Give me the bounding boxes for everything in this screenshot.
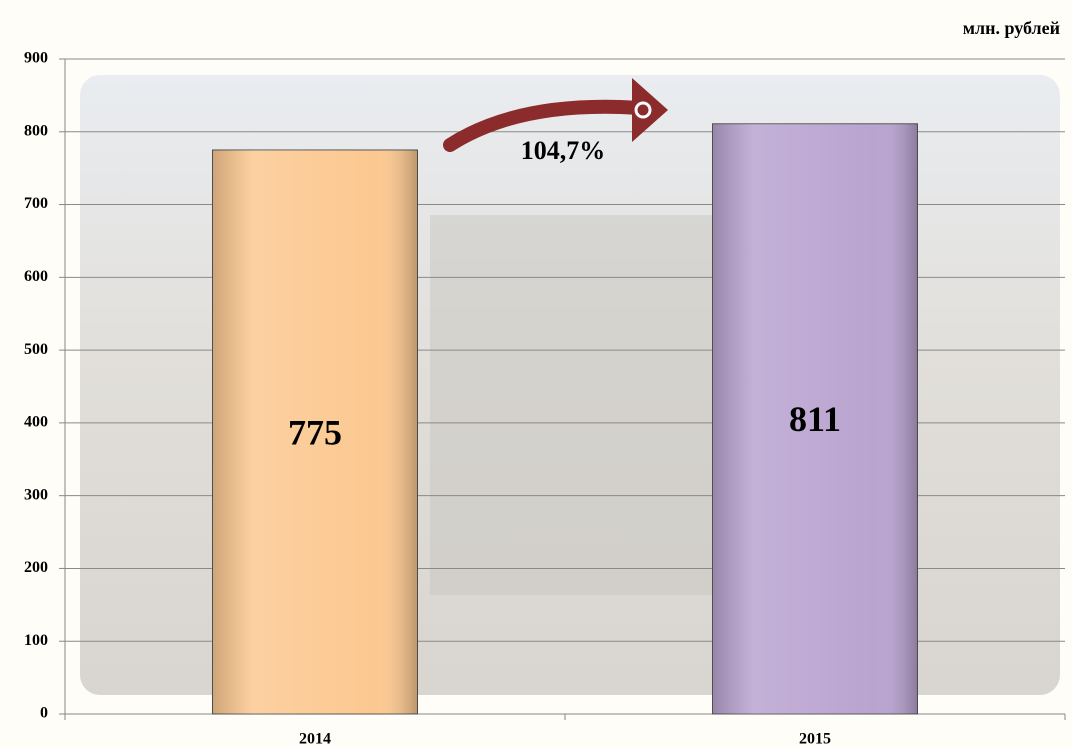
y-tick-label: 200 [24, 559, 48, 576]
y-tick-label: 500 [24, 341, 48, 358]
chart: млн. рублей 0 100 200 300 400 500 600 700 800 900… [0, 0, 1072, 748]
y-tick-label: 700 [24, 195, 48, 212]
value-label: 811 [789, 399, 841, 439]
y-tick-label: 600 [24, 268, 48, 285]
unit-label: млн. рублей [963, 18, 1060, 38]
value-label: 775 [288, 412, 342, 452]
y-tick-label: 0 [40, 705, 48, 722]
building [430, 215, 730, 595]
annotation: 104,7% [521, 136, 606, 165]
x-tick-label: 2014 [299, 731, 331, 748]
y-tick-label: 100 [24, 632, 48, 649]
y-tick-label: 400 [24, 414, 48, 431]
y-tick-label: 900 [24, 50, 48, 67]
y-tick-label: 800 [24, 122, 48, 139]
x-tick-label: 2015 [799, 731, 831, 748]
y-tick-label: 300 [24, 486, 48, 503]
